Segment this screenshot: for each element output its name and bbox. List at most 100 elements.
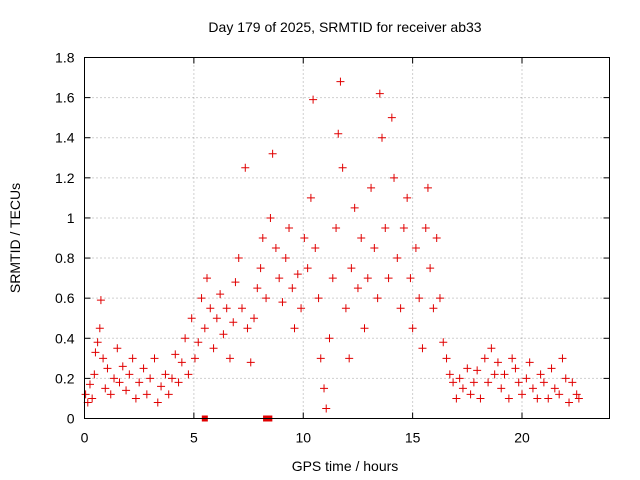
data-point xyxy=(429,304,438,313)
data-point xyxy=(243,324,252,333)
data-point xyxy=(370,244,379,253)
plot-frame xyxy=(84,57,610,419)
data-point xyxy=(363,274,372,283)
data-point xyxy=(536,370,545,379)
data-point xyxy=(171,350,180,359)
data-point xyxy=(347,264,356,273)
data-point xyxy=(297,304,306,313)
data-point xyxy=(328,274,337,283)
data-point xyxy=(458,384,467,393)
y-tick-label: 1.8 xyxy=(55,50,75,66)
data-point xyxy=(476,394,485,403)
data-point xyxy=(373,294,382,303)
data-point xyxy=(314,294,323,303)
data-point xyxy=(533,394,542,403)
data-point xyxy=(190,354,199,363)
data-point xyxy=(353,284,362,293)
data-point xyxy=(508,354,517,363)
x-tick-label: 20 xyxy=(514,430,530,446)
data-point xyxy=(418,344,427,353)
data-point xyxy=(222,304,231,313)
y-tick-label: 1.6 xyxy=(55,90,75,106)
data-point xyxy=(518,390,526,399)
data-point xyxy=(350,203,359,212)
data-point xyxy=(500,370,509,379)
data-point xyxy=(194,338,203,347)
data-point xyxy=(266,213,275,222)
y-tick-label: 1.2 xyxy=(55,170,75,186)
data-point xyxy=(101,384,110,393)
data-point xyxy=(113,344,122,353)
data-point xyxy=(271,244,280,253)
data-point xyxy=(445,370,454,379)
data-point xyxy=(278,298,287,307)
data-point xyxy=(118,362,127,371)
data-point xyxy=(439,338,448,347)
data-point xyxy=(256,264,265,273)
data-point xyxy=(493,358,502,367)
data-point xyxy=(345,354,354,363)
data-point xyxy=(281,254,290,263)
data-point xyxy=(95,324,104,333)
y-tick-label: 1 xyxy=(67,210,75,226)
data-point xyxy=(384,274,393,283)
data-point xyxy=(99,354,108,363)
data-point xyxy=(572,390,581,399)
x-tick-label: 15 xyxy=(405,430,421,446)
data-point xyxy=(157,382,166,391)
data-point xyxy=(452,394,461,403)
data-point xyxy=(234,254,243,263)
data-point xyxy=(558,354,567,363)
data-point xyxy=(238,304,246,313)
data-point xyxy=(285,223,294,232)
x-axis-label: GPS time / hours xyxy=(292,458,399,474)
data-point xyxy=(473,366,482,375)
data-point xyxy=(550,384,559,393)
data-point xyxy=(231,278,240,287)
data-point xyxy=(408,324,417,333)
data-point xyxy=(487,344,496,353)
data-point xyxy=(565,398,574,407)
data-point xyxy=(268,149,277,158)
y-tick-label: 0 xyxy=(67,411,75,427)
data-point xyxy=(442,354,451,363)
y-tick-label: 0.6 xyxy=(55,290,75,306)
y-tick-label: 1.4 xyxy=(55,130,75,146)
data-point xyxy=(275,274,284,283)
y-tick-label: 0.4 xyxy=(55,330,75,346)
axis-ticks: 0 0.2 0.4 0.6 0.8 1 1.2 1.4 1.6 1.8 0 5 10 15 20 xyxy=(55,50,610,446)
data-point xyxy=(197,294,206,303)
data-point xyxy=(574,394,583,403)
data-point xyxy=(253,284,262,293)
data-point xyxy=(187,314,196,323)
data-point xyxy=(246,358,255,367)
data-point xyxy=(469,378,478,387)
data-point xyxy=(522,374,531,383)
data-point xyxy=(225,354,234,363)
data-point xyxy=(81,390,90,399)
data-point xyxy=(216,290,225,299)
data-point xyxy=(93,338,102,347)
data-point xyxy=(241,163,250,172)
data-point xyxy=(406,274,415,283)
data-point xyxy=(306,193,315,202)
data-point xyxy=(415,294,424,303)
data-point xyxy=(555,390,564,399)
data-point xyxy=(309,95,318,104)
data-point xyxy=(290,324,299,333)
data-point xyxy=(206,304,215,313)
data-point xyxy=(544,394,553,403)
data-point xyxy=(262,294,271,303)
y-tick-label: 0.2 xyxy=(55,370,75,386)
data-point xyxy=(125,370,134,379)
data-point xyxy=(300,234,309,242)
data-point xyxy=(150,354,159,363)
data-point xyxy=(88,394,97,403)
data-point xyxy=(341,304,350,313)
data-point xyxy=(539,378,548,387)
data-point xyxy=(203,274,211,283)
data-point xyxy=(463,364,472,373)
data-point xyxy=(219,330,228,339)
data-point xyxy=(387,113,396,122)
